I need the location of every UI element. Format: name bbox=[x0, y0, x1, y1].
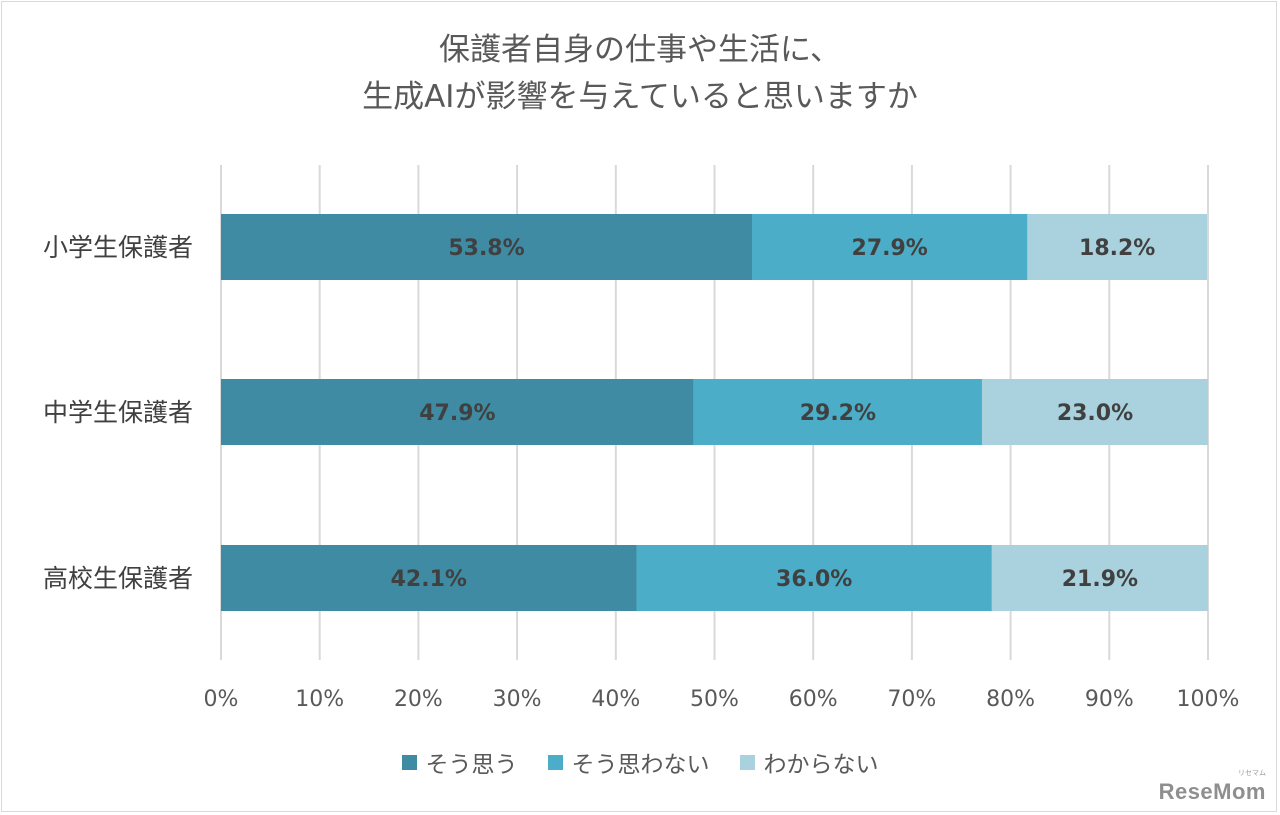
x-tick-label: 10% bbox=[295, 687, 344, 712]
bar-segment bbox=[693, 379, 982, 445]
legend-label: そう思わない bbox=[571, 752, 710, 778]
x-tick-label: 0% bbox=[204, 687, 239, 712]
data-label: 18.2% bbox=[1079, 236, 1155, 261]
logo-subtext: リセマム bbox=[1238, 769, 1266, 777]
data-label: 21.9% bbox=[1062, 567, 1138, 592]
bar-segment bbox=[221, 214, 753, 280]
x-tick-label: 30% bbox=[493, 687, 542, 712]
data-label: 42.1% bbox=[391, 567, 467, 592]
x-tick-label: 50% bbox=[690, 687, 739, 712]
data-label: 23.0% bbox=[1057, 401, 1133, 426]
data-label: 47.9% bbox=[419, 401, 495, 426]
data-label: 53.8% bbox=[448, 236, 524, 261]
x-tick-label: 100% bbox=[1177, 687, 1240, 712]
x-tick-label: 90% bbox=[1085, 687, 1134, 712]
legend-swatch bbox=[739, 754, 755, 770]
x-tick-label: 20% bbox=[394, 687, 443, 712]
legend-item: そう思わない bbox=[547, 745, 710, 779]
chart-title-line-2: 生成AIが影響を与えていると思いますか bbox=[362, 79, 918, 115]
resemom-logo: ReseMom bbox=[1158, 779, 1266, 804]
legend-item: そう思う bbox=[401, 745, 518, 779]
x-tick-label: 40% bbox=[591, 687, 640, 712]
category-label: 小学生保護者 bbox=[43, 233, 193, 262]
category-label: 中学生保護者 bbox=[43, 398, 193, 427]
bar-segment bbox=[1027, 214, 1208, 280]
legend-label: そう思う bbox=[425, 752, 518, 778]
legend-swatch bbox=[547, 754, 563, 770]
chart-legend: そう思う そう思わない わからない bbox=[0, 745, 1280, 779]
legend-item: わからない bbox=[739, 745, 879, 779]
bar-segment bbox=[752, 214, 1028, 280]
legend-label: わからない bbox=[763, 752, 879, 778]
legend-swatch bbox=[401, 754, 417, 770]
category-label: 高校生保護者 bbox=[43, 564, 193, 593]
x-tick-label: 70% bbox=[887, 687, 936, 712]
data-label: 27.9% bbox=[852, 236, 928, 261]
data-label: 29.2% bbox=[800, 401, 876, 426]
bar-segment bbox=[981, 379, 1208, 445]
data-label: 36.0% bbox=[776, 567, 852, 592]
bar-segment bbox=[221, 379, 694, 445]
bar-segment bbox=[636, 545, 992, 611]
chart-title-line-1: 保護者自身の仕事や生活に、 bbox=[438, 32, 842, 68]
bar-segment bbox=[221, 545, 637, 611]
x-tick-label: 80% bbox=[986, 687, 1035, 712]
x-tick-label: 60% bbox=[789, 687, 838, 712]
bar-segment bbox=[991, 545, 1208, 611]
